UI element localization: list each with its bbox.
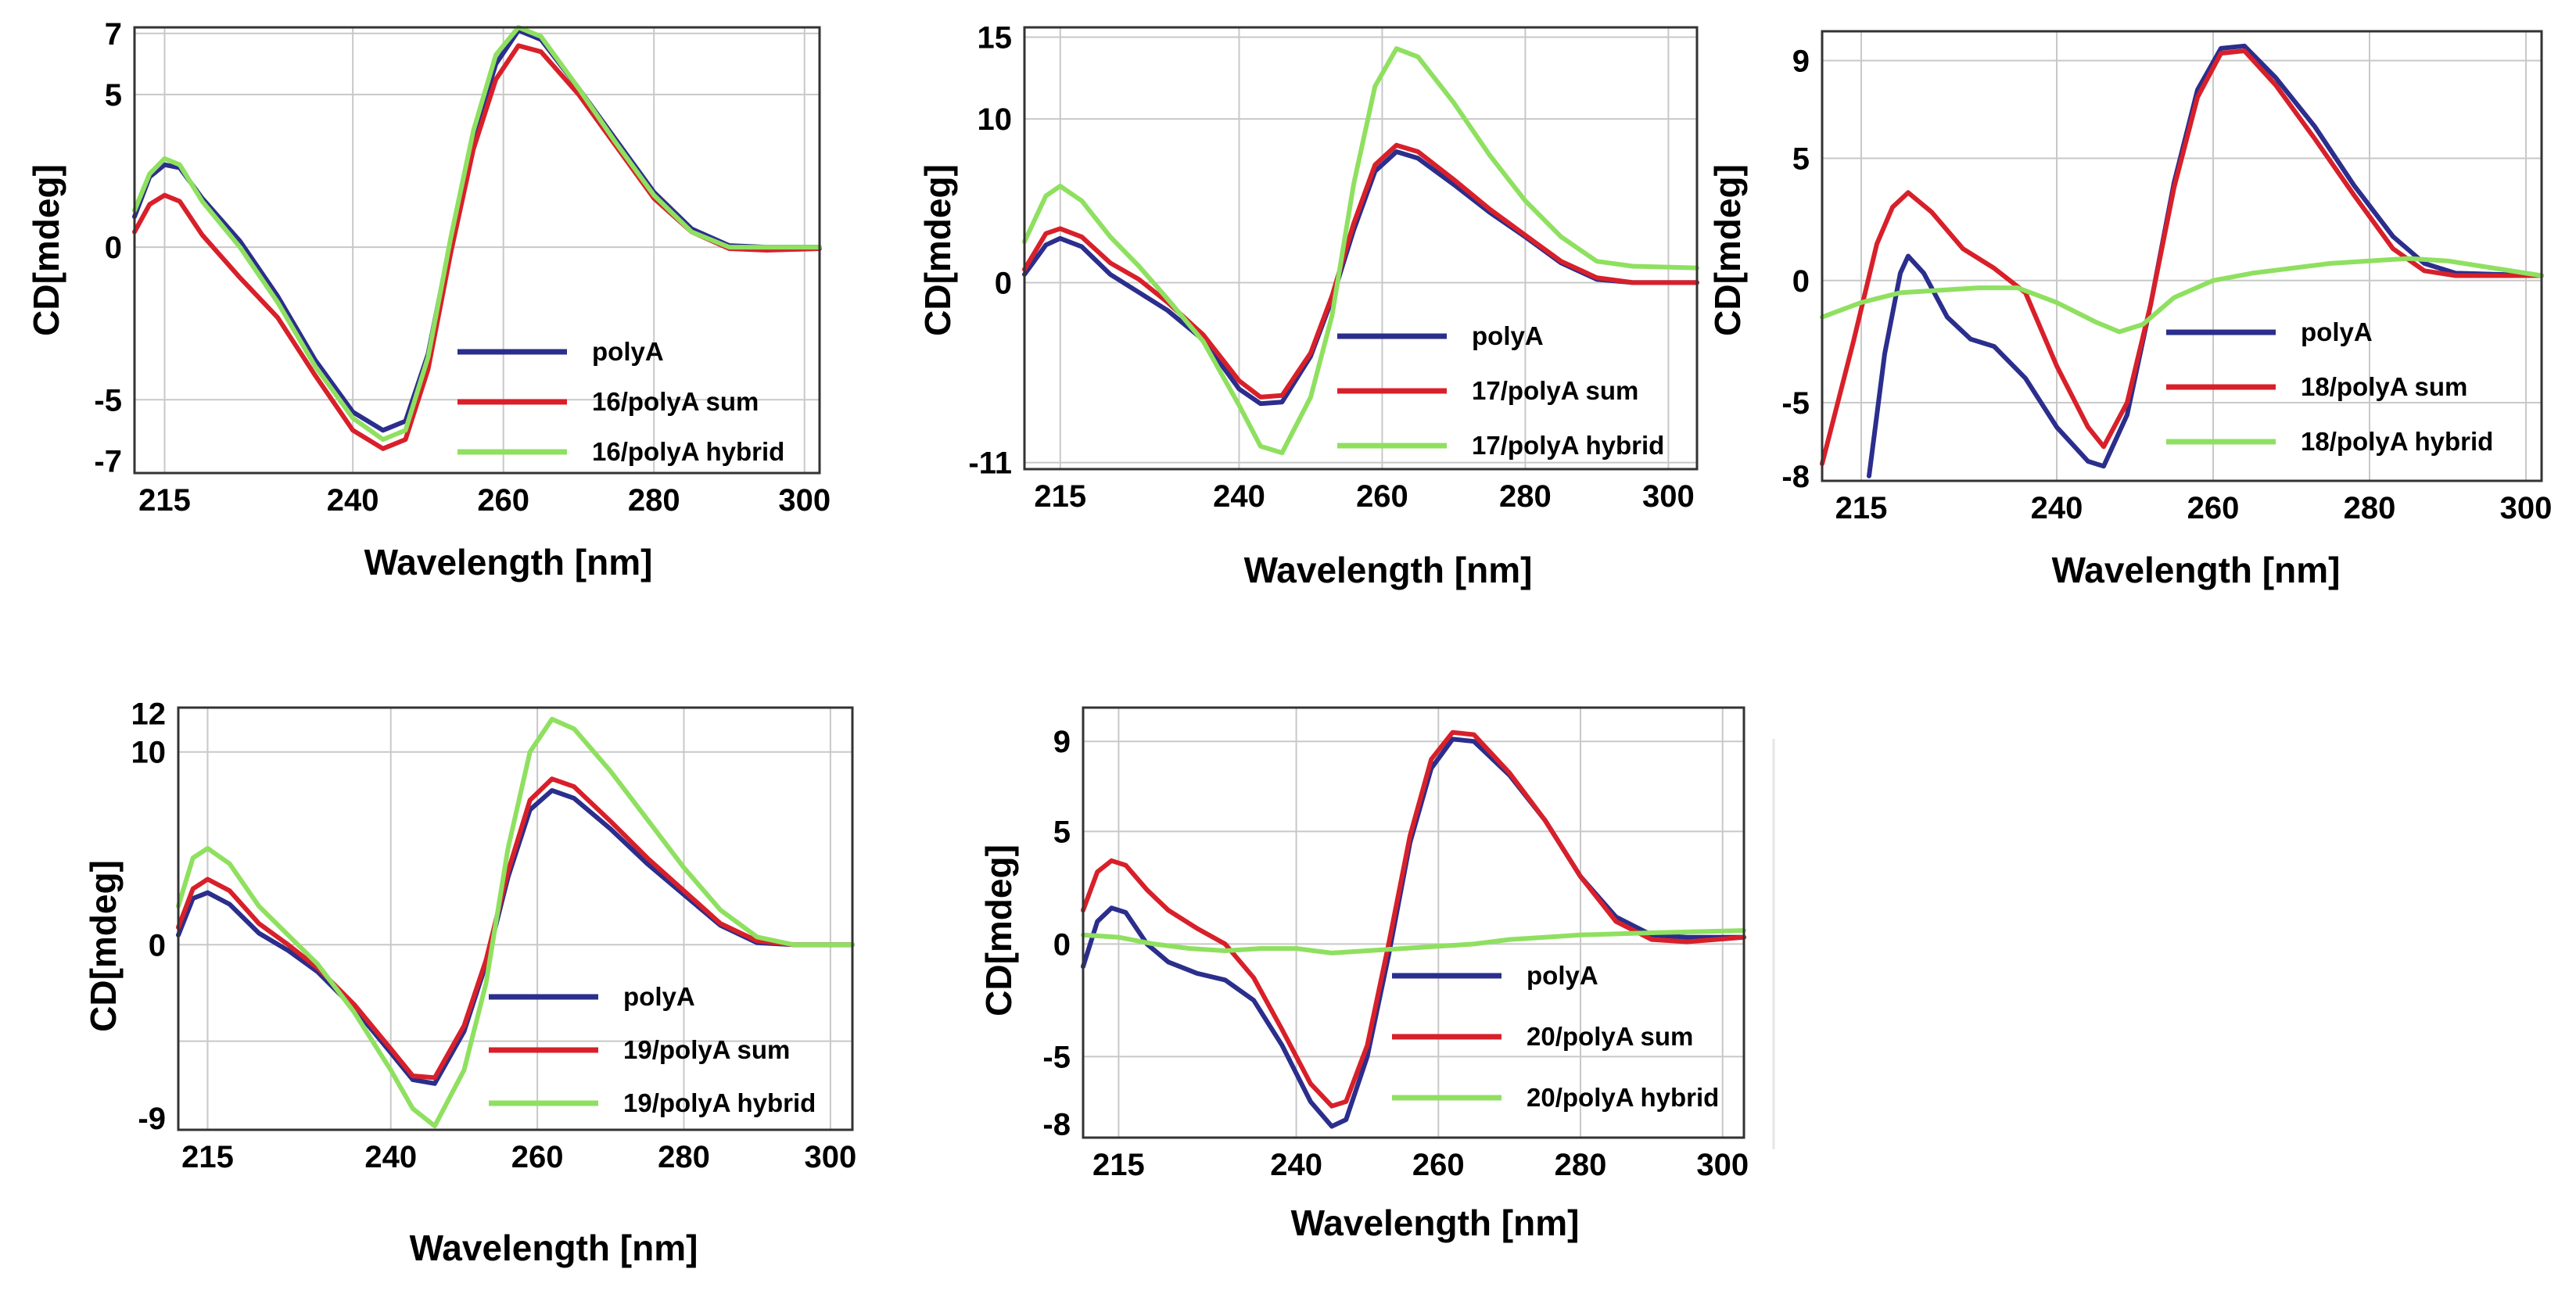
x-tick-label: 240 xyxy=(1270,1148,1322,1182)
series-line-18-polya-hybrid xyxy=(1820,256,2544,335)
y-tick-label: -9 xyxy=(138,1102,166,1136)
x-axis-label: Wavelength [nm] xyxy=(1244,550,1533,590)
y-axis-label: CD[mdeg] xyxy=(1707,164,1748,336)
series-line-17-polya-sum xyxy=(1022,142,1699,400)
legend-label: polyA xyxy=(623,982,695,1011)
y-tick-label: -5 xyxy=(94,383,122,418)
panel-16: 215 240 260 280 300 7 5 0 -5 -7 Wavelength [nm] CD[… xyxy=(26,17,831,582)
legend-label: polyA xyxy=(2301,317,2373,346)
y-tick-label: -11 xyxy=(968,446,1012,481)
legend-label: 19/polyA sum xyxy=(623,1035,790,1064)
plot-frame xyxy=(177,706,854,1131)
y-tick-label: 10 xyxy=(131,736,167,770)
panel-20: 215 240 260 280 300 9 5 0 -5 -8 Wavelength [nm] CD[… xyxy=(978,706,1749,1243)
y-tick-label: 0 xyxy=(1053,927,1071,962)
plot-frame xyxy=(1023,26,1699,471)
y-tick-label: 0 xyxy=(1792,264,1810,299)
x-tick-label: 300 xyxy=(2500,491,2553,525)
y-tick-label: 9 xyxy=(1792,45,1810,79)
x-tick-label: 240 xyxy=(1213,479,1265,514)
x-tick-label: 280 xyxy=(658,1140,710,1174)
y-axis-label: CD[mdeg] xyxy=(917,164,958,336)
legend-label: 16/polyA sum xyxy=(592,387,759,416)
x-tick-label: 300 xyxy=(805,1140,857,1174)
x-tick-label: 215 xyxy=(181,1140,234,1174)
y-tick-label: 5 xyxy=(105,78,122,113)
x-tick-label: 240 xyxy=(327,483,379,518)
y-tick-label: 10 xyxy=(978,102,1013,137)
y-tick-label: 9 xyxy=(1053,725,1071,759)
x-tick-label: 280 xyxy=(1555,1148,1607,1182)
y-tick-label: 12 xyxy=(131,697,167,731)
legend-label: 18/polyA sum xyxy=(2301,372,2467,401)
legend-label: 18/polyA hybrid xyxy=(2301,427,2493,456)
series-line-20-polya-sum xyxy=(1081,729,1746,1109)
y-axis-label: CD[mdeg] xyxy=(978,844,1019,1016)
x-tick-label: 300 xyxy=(778,483,831,518)
x-tick-label: 215 xyxy=(1092,1148,1145,1182)
x-tick-label: 260 xyxy=(1412,1148,1465,1182)
y-tick-label: -8 xyxy=(1781,460,1810,494)
x-tick-label: 215 xyxy=(1835,491,1888,525)
x-axis-label: Wavelength [nm] xyxy=(410,1228,698,1268)
x-tick-label: 260 xyxy=(511,1140,564,1174)
panel-19: 215 240 260 280 300 12 10 0 -9 Wavelength [nm] CD[… xyxy=(83,697,856,1268)
y-tick-label: 15 xyxy=(978,21,1013,56)
x-tick-label: 300 xyxy=(1642,479,1695,514)
y-axis-label: CD[mdeg] xyxy=(83,860,124,1032)
series-line-17-polya-hybrid xyxy=(1022,46,1699,456)
x-tick-label: 240 xyxy=(364,1140,417,1174)
x-tick-label: 260 xyxy=(2187,491,2240,525)
x-tick-label: 280 xyxy=(628,483,680,518)
x-axis-label: Wavelength [nm] xyxy=(364,542,653,582)
y-axis-label: CD[mdeg] xyxy=(26,164,66,336)
y-tick-label: -5 xyxy=(1781,386,1810,421)
series-line-20-polya-hybrid xyxy=(1081,928,1746,955)
x-tick-label: 280 xyxy=(1499,479,1552,514)
series-line-16-polya-hybrid xyxy=(132,25,822,443)
x-tick-label: 300 xyxy=(1696,1148,1749,1182)
y-tick-label: 7 xyxy=(105,17,122,52)
y-tick-label: -8 xyxy=(1042,1108,1071,1142)
legend-label: 17/polyA sum xyxy=(1472,376,1638,405)
series-line-polya xyxy=(1867,43,2544,479)
series-line-19-polya-sum xyxy=(176,776,855,1081)
legend-label: 20/polyA sum xyxy=(1527,1022,1693,1051)
legend-label: 16/polyA hybrid xyxy=(592,437,784,466)
series-line-polya xyxy=(132,27,822,433)
legend-label: 17/polyA hybrid xyxy=(1472,431,1664,460)
legend-label: polyA xyxy=(1472,321,1544,350)
legend-label: polyA xyxy=(1527,961,1598,990)
x-tick-label: 280 xyxy=(2344,491,2396,525)
plot-frame xyxy=(133,26,821,475)
x-tick-label: 215 xyxy=(138,483,191,518)
y-tick-label: 0 xyxy=(995,266,1012,300)
y-tick-label: -7 xyxy=(94,444,122,479)
x-tick-label: 240 xyxy=(2031,491,2083,525)
y-tick-label: 0 xyxy=(149,928,166,962)
y-tick-label: -5 xyxy=(1042,1040,1071,1074)
series-line-19-polya-hybrid xyxy=(176,716,855,1129)
plot-frame xyxy=(1821,30,2543,482)
y-tick-label: 5 xyxy=(1792,142,1810,177)
legend-label: polyA xyxy=(592,337,664,366)
plot-frame xyxy=(1082,706,1745,1139)
panel-17: 215 240 260 280 300 15 10 0 -11 Wavelength [nm] CD… xyxy=(917,21,1699,590)
panel-18: 215 240 260 280 300 9 5 0 -5 -8 Wavelength [nm] CD[… xyxy=(1707,30,2553,590)
legend-label: 20/polyA hybrid xyxy=(1527,1083,1719,1112)
y-tick-label: 5 xyxy=(1053,815,1071,849)
x-tick-label: 260 xyxy=(1356,479,1408,514)
x-axis-label: Wavelength [nm] xyxy=(2052,550,2341,590)
x-tick-label: 215 xyxy=(1034,479,1086,514)
x-tick-label: 260 xyxy=(477,483,529,518)
series-line-18-polya-sum xyxy=(1820,48,2544,467)
legend-label: 19/polyA hybrid xyxy=(623,1088,816,1117)
y-tick-label: 0 xyxy=(105,231,122,265)
x-axis-label: Wavelength [nm] xyxy=(1291,1203,1580,1243)
